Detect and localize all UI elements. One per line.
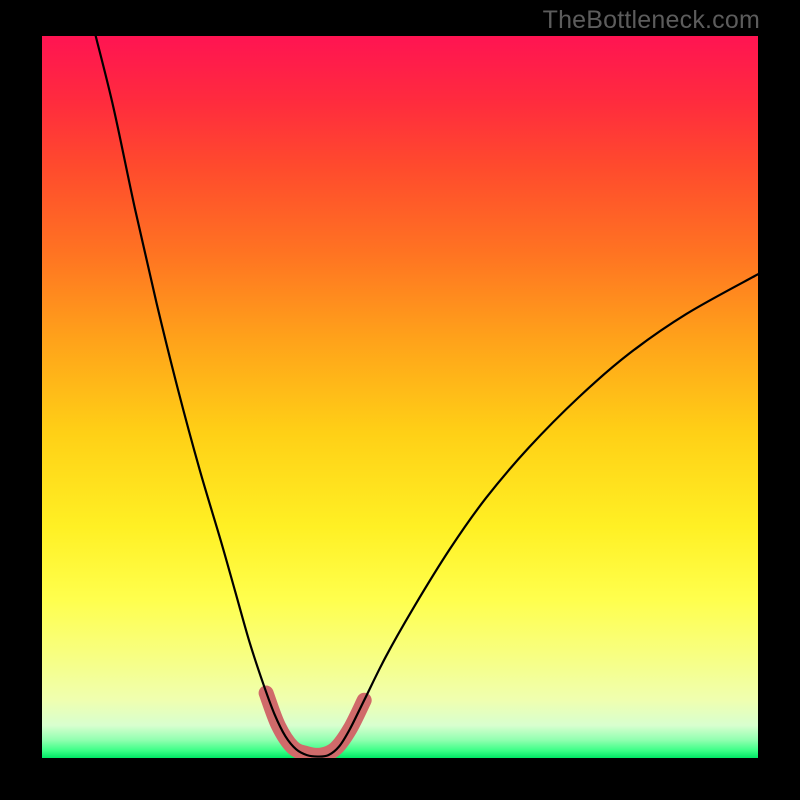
watermark-text: TheBottleneck.com: [543, 6, 760, 35]
highlight-segment: [266, 693, 364, 755]
chart-svg: [0, 0, 800, 800]
bottleneck-curve: [96, 36, 758, 757]
chart-container: TheBottleneck.com: [0, 0, 800, 800]
